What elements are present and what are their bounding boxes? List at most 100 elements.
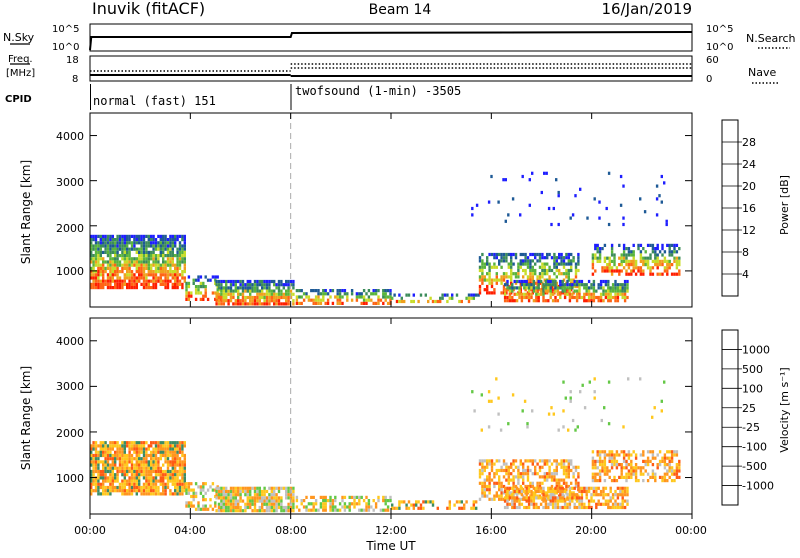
- echo-cell: [227, 279, 230, 284]
- echo-cell: [145, 492, 148, 496]
- echo-cell: [106, 466, 110, 470]
- echo-cell: [386, 301, 390, 305]
- echo-cell: [159, 476, 162, 480]
- echo-cell: [601, 469, 604, 473]
- echo-cell: [382, 301, 385, 305]
- echo-cell: [564, 396, 567, 400]
- echo-cell: [174, 489, 177, 493]
- echo-cell: [625, 453, 628, 457]
- echo-cell: [273, 292, 276, 296]
- echo-cell: [538, 252, 542, 257]
- echo-cell: [147, 463, 150, 467]
- echo-cell: [575, 292, 579, 296]
- echo-cell: [510, 259, 513, 263]
- echo-cell: [527, 295, 531, 300]
- echo-cell: [116, 450, 119, 454]
- echo-cell: [133, 482, 136, 486]
- echo-cell: [513, 499, 516, 503]
- echo-cell: [317, 508, 320, 512]
- echo-cell: [613, 456, 616, 460]
- echo-cell: [166, 453, 170, 458]
- echo-cell: [575, 499, 579, 503]
- echo-cell: [481, 252, 484, 257]
- echo-cell: [181, 444, 184, 448]
- echo-cell: [500, 497, 503, 501]
- echo-cell: [360, 508, 363, 512]
- echo-cell: [527, 496, 531, 500]
- echo-cell: [543, 268, 546, 273]
- echo-cell: [574, 262, 578, 266]
- echo-cell: [102, 286, 105, 290]
- echo-cell: [535, 486, 538, 490]
- echo-cell: [171, 450, 174, 454]
- echo-cell: [222, 286, 225, 290]
- echo-cell: [135, 279, 138, 283]
- echo-cell: [145, 241, 148, 245]
- echo-cell: [99, 460, 102, 464]
- echo-cell: [133, 469, 136, 474]
- echo-cell: [118, 469, 122, 474]
- echo-cell: [116, 476, 119, 480]
- echo-cell: [495, 272, 498, 276]
- echo-cell: [135, 234, 138, 238]
- echo-cell: [531, 252, 534, 257]
- echo-cell: [261, 279, 264, 284]
- colorbar-tick-label: 500: [742, 363, 763, 376]
- echo-cell: [512, 481, 515, 485]
- echo-cell: [529, 288, 532, 292]
- echo-cell: [365, 508, 368, 512]
- echo-cell: [92, 466, 95, 470]
- echo-cell: [241, 489, 245, 494]
- echo-cell: [111, 469, 114, 474]
- echo-cell: [573, 289, 576, 293]
- echo-cell: [152, 270, 155, 274]
- echo-cell: [538, 275, 542, 279]
- echo-cell: [567, 268, 570, 273]
- echo-cell: [324, 495, 327, 499]
- echo-cell: [159, 466, 162, 470]
- echo-cell: [570, 491, 573, 495]
- echo-cell: [249, 486, 252, 490]
- echo-cell: [256, 283, 259, 287]
- echo-cell: [280, 496, 283, 500]
- echo-cell: [639, 269, 643, 273]
- echo-cell: [92, 270, 95, 274]
- echo-cell: [159, 447, 162, 451]
- echo-cell: [280, 279, 283, 284]
- echo-cell: [651, 266, 655, 270]
- echo-cell: [181, 447, 184, 451]
- echo-cell: [362, 499, 366, 503]
- echo-cell: [118, 444, 122, 448]
- echo-cell: [174, 270, 177, 274]
- echo-cell: [542, 295, 545, 300]
- echo-cell: [126, 457, 129, 461]
- echo-cell: [609, 299, 612, 303]
- echo-cell: [639, 250, 643, 254]
- echo-cell: [94, 469, 98, 474]
- echo-cell: [350, 502, 354, 506]
- echo-cell: [159, 241, 162, 245]
- echo-cell: [135, 489, 138, 493]
- echo-cell: [560, 256, 563, 260]
- echo-cell: [520, 299, 524, 303]
- echo-cell: [215, 292, 218, 296]
- echo-cell: [145, 276, 148, 280]
- echo-cell: [128, 234, 131, 238]
- echo-cell: [166, 447, 170, 451]
- echo-cell: [478, 288, 482, 292]
- echo-cell: [176, 276, 179, 280]
- echo-cell: [610, 466, 614, 470]
- echo-cell: [481, 465, 484, 469]
- xtick-0400: 04:00: [174, 524, 206, 537]
- echo-cell: [670, 472, 674, 476]
- echo-cell: [147, 479, 150, 483]
- echo-cell: [102, 469, 105, 474]
- echo-cell: [591, 466, 595, 470]
- echo-cell: [673, 272, 676, 276]
- echo-cell: [458, 299, 461, 304]
- echo-cell: [171, 469, 174, 474]
- echo-cell: [618, 463, 621, 467]
- echo-cell: [227, 502, 230, 506]
- echo-cell: [133, 286, 136, 290]
- echo-cell: [503, 295, 507, 300]
